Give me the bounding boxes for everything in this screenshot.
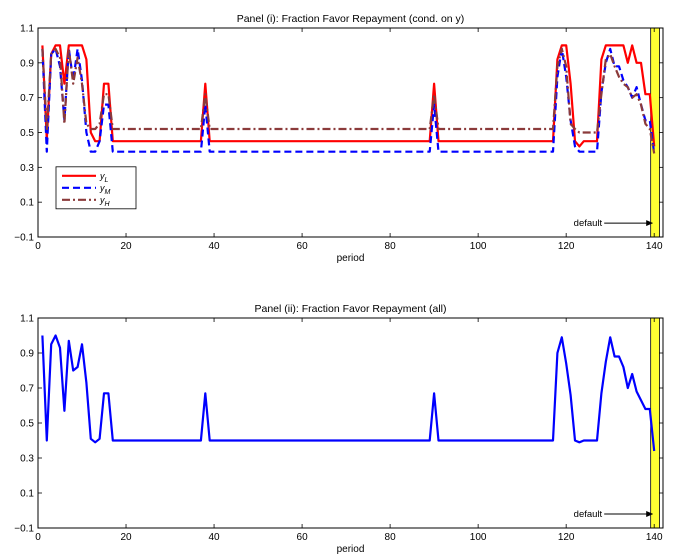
legend-label-base: y bbox=[99, 195, 105, 205]
legend-label-subscript: M bbox=[105, 189, 111, 196]
plot-frame bbox=[37, 317, 664, 529]
y-tick-label: −0.1 bbox=[14, 233, 34, 244]
x-tick-label: 40 bbox=[208, 241, 220, 252]
x-tick-label: 80 bbox=[385, 532, 397, 543]
series-line-ym bbox=[41, 47, 656, 154]
legend-label-subscript: L bbox=[105, 177, 109, 184]
default-annotation: default bbox=[574, 509, 603, 520]
panel-i: Panel (i): Fraction Favor Repayment (con… bbox=[14, 13, 664, 264]
x-axis-label: period bbox=[337, 544, 365, 554]
x-axis-label: period bbox=[337, 253, 365, 264]
y-tick-label: 0.1 bbox=[20, 489, 34, 500]
y-tick-label: 0.3 bbox=[20, 454, 34, 465]
y-tick-label: 0.5 bbox=[20, 419, 34, 430]
x-tick-label: 120 bbox=[558, 532, 575, 543]
y-tick-label: 0.9 bbox=[20, 349, 34, 360]
x-tick-label: 100 bbox=[470, 241, 487, 252]
y-tick-label: 1.1 bbox=[20, 314, 34, 325]
legend-label-base: y bbox=[99, 183, 105, 193]
legend-label: yM bbox=[99, 183, 111, 196]
y-tick-label: 0.9 bbox=[20, 58, 34, 69]
y-tick-label: 0.3 bbox=[20, 163, 34, 174]
x-tick-label: 80 bbox=[385, 241, 397, 252]
x-tick-label: 20 bbox=[120, 241, 132, 252]
x-tick-label: 20 bbox=[120, 532, 132, 543]
x-tick-label: 140 bbox=[646, 241, 663, 252]
x-tick-label: 120 bbox=[558, 241, 575, 252]
x-tick-label: 60 bbox=[297, 241, 309, 252]
y-tick-label: 0.5 bbox=[20, 128, 34, 139]
series-line-yl bbox=[41, 44, 656, 148]
legend-label: yH bbox=[99, 195, 111, 208]
legend-label: yL bbox=[99, 171, 109, 184]
chart-title: Panel (i): Fraction Favor Repayment (con… bbox=[237, 13, 465, 25]
x-tick-label: 0 bbox=[35, 532, 41, 543]
x-tick-label: 40 bbox=[208, 532, 220, 543]
y-tick-label: 0.1 bbox=[20, 198, 34, 209]
y-tick-label: 0.7 bbox=[20, 384, 34, 395]
legend-label-base: y bbox=[99, 171, 105, 181]
series-line-all bbox=[41, 334, 656, 452]
default-annotation: default bbox=[574, 218, 603, 229]
x-tick-label: 100 bbox=[470, 532, 487, 543]
y-tick-label: 0.7 bbox=[20, 93, 34, 104]
x-tick-label: 0 bbox=[35, 241, 41, 252]
panel-ii: Panel (ii): Fraction Favor Repayment (al… bbox=[14, 303, 664, 554]
y-tick-label: −0.1 bbox=[14, 524, 34, 535]
legend-label-subscript: H bbox=[105, 201, 111, 208]
chart-title: Panel (ii): Fraction Favor Repayment (al… bbox=[255, 303, 447, 315]
y-tick-label: 1.1 bbox=[20, 24, 34, 35]
x-tick-label: 60 bbox=[297, 532, 309, 543]
series-line-yh bbox=[41, 47, 656, 154]
x-tick-label: 140 bbox=[646, 532, 663, 543]
